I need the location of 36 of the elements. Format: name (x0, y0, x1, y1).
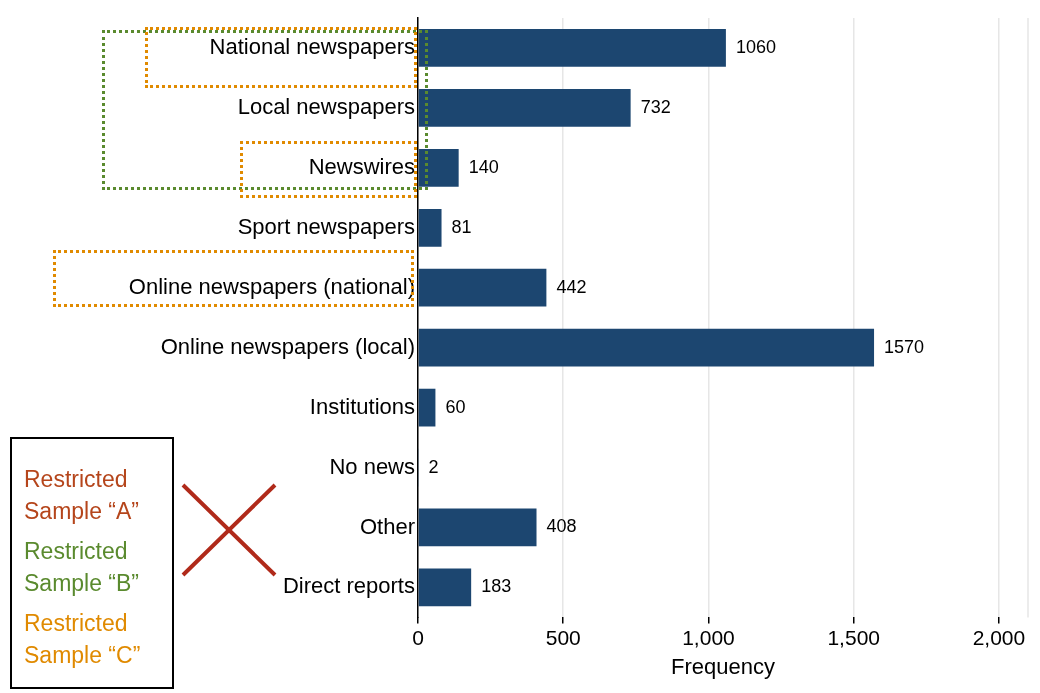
y-tick-label: Other (359, 513, 415, 539)
y-tick-label: Direct reports (282, 573, 415, 599)
data-label: 732 (640, 96, 671, 117)
data-label: 1060 (735, 36, 776, 57)
key-box: Restricted Sample “A” Restricted Sample “B” Restricted Sample “C” (10, 437, 174, 689)
bar (418, 328, 875, 367)
data-label: 140 (468, 156, 499, 177)
x-axis-title: Frequency (671, 653, 775, 679)
bar (418, 148, 459, 187)
x-tick-label: 0 (412, 625, 424, 649)
bar (418, 568, 472, 607)
data-label: 81 (451, 216, 472, 237)
data-label: 183 (481, 576, 512, 597)
data-label: 442 (556, 276, 587, 297)
data-label: 1570 (884, 336, 925, 357)
y-tick-label: Online newspapers (local) (160, 333, 415, 359)
bar (418, 29, 726, 67)
x-tick-label: 500 (545, 625, 581, 649)
bar (418, 89, 631, 127)
y-tick-label: No news (329, 453, 415, 479)
x-tick-label: 1,500 (827, 625, 880, 649)
y-tick-label: Institutions (309, 393, 415, 419)
data-label: 2 (428, 456, 439, 477)
bar (418, 508, 537, 547)
bar (418, 388, 436, 427)
y-tick-label: Local newspapers (237, 93, 415, 119)
bar (418, 268, 547, 307)
y-tick-label: National newspapers (209, 34, 415, 60)
x-tick-label: 1,000 (682, 625, 735, 649)
x-tick-label: 2,000 (972, 625, 1026, 649)
y-tick-label: Online newspapers (national) (128, 273, 415, 299)
y-tick-label: Newswires (308, 153, 415, 179)
y-tick-label: Sport newspapers (237, 213, 415, 239)
data-label: 408 (546, 516, 577, 537)
data-label: 60 (445, 396, 466, 417)
bar (418, 208, 442, 247)
